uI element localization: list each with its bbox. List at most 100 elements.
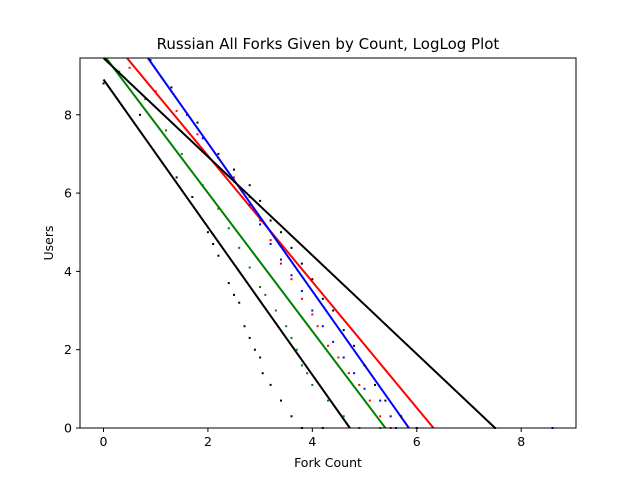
data-point — [175, 176, 178, 179]
data-point — [300, 364, 303, 367]
data-point — [280, 262, 282, 265]
data-point — [290, 246, 293, 249]
data-point — [259, 286, 262, 288]
data-point — [227, 282, 230, 285]
data-point — [248, 336, 251, 339]
data-point — [353, 344, 356, 347]
x-tick-label: 6 — [413, 434, 421, 449]
y-tick-label: 4 — [64, 264, 72, 279]
data-point — [264, 293, 267, 296]
plot-frame — [79, 57, 577, 429]
data-point — [300, 262, 303, 265]
data-point — [300, 290, 303, 292]
data-point — [347, 372, 350, 375]
chart-title: Russian All Forks Given by Count, LogLog… — [157, 35, 500, 53]
data-point — [274, 309, 277, 312]
data-point — [227, 227, 230, 230]
fit-line — [105, 57, 387, 429]
data-point — [269, 239, 272, 242]
data-point — [379, 399, 382, 402]
data-point — [290, 415, 293, 418]
data-point — [342, 329, 345, 332]
data-point — [128, 66, 131, 69]
data-point — [321, 297, 324, 300]
data-point — [196, 121, 199, 124]
data-point — [353, 372, 356, 375]
data-point — [248, 184, 251, 187]
data-point — [238, 246, 241, 249]
data-point — [295, 348, 298, 351]
data-point — [290, 278, 293, 281]
data-point — [342, 415, 345, 418]
data-point — [363, 364, 366, 367]
data-point — [290, 274, 293, 277]
data-point — [196, 133, 199, 136]
data-point — [280, 231, 282, 234]
data-point — [180, 152, 183, 155]
data-point — [327, 344, 329, 347]
data-point — [311, 383, 314, 386]
data-point — [144, 98, 147, 101]
data-point — [259, 356, 262, 359]
data-point — [332, 309, 335, 312]
y-tick-label: 0 — [64, 421, 72, 436]
data-point — [384, 399, 387, 402]
data-point — [259, 199, 262, 202]
data-point — [201, 137, 204, 140]
fit-line — [102, 78, 351, 429]
data-point — [280, 258, 282, 261]
series-1 — [105, 57, 387, 429]
y-tick-label: 6 — [64, 186, 72, 201]
data-point — [233, 293, 235, 296]
data-point — [217, 152, 220, 155]
data-point — [165, 129, 168, 132]
data-point — [389, 415, 392, 418]
data-point — [261, 372, 264, 375]
data-point — [332, 340, 335, 343]
data-point — [217, 207, 220, 210]
y-axis-label: Users — [41, 225, 56, 260]
data-point — [327, 399, 329, 402]
data-point — [253, 348, 256, 351]
data-point — [269, 219, 272, 222]
x-tick-label: 2 — [204, 434, 212, 449]
data-point — [175, 109, 178, 112]
data-point — [290, 336, 293, 339]
data-point — [400, 415, 403, 418]
fit-line — [102, 57, 496, 429]
ticks-layer: 0 2 4 6 8 0 2 4 6 8 — [64, 107, 525, 449]
data-point — [233, 168, 235, 171]
data-point — [321, 325, 324, 328]
data-point — [259, 219, 262, 222]
x-axis-label: Fork Count — [294, 455, 362, 470]
data-point — [191, 196, 194, 198]
data-point — [374, 383, 376, 386]
data-point — [368, 399, 371, 402]
data-point — [316, 325, 319, 328]
y-tick-label: 2 — [64, 342, 72, 357]
data-point — [269, 383, 272, 386]
data-point — [248, 203, 251, 206]
x-tick-label: 4 — [308, 434, 316, 449]
data-point — [306, 372, 309, 375]
data-point — [342, 356, 345, 359]
data-point — [139, 113, 141, 116]
data-point — [243, 325, 246, 328]
data-point — [285, 325, 288, 328]
x-tick-label: 8 — [517, 434, 525, 449]
data-point — [206, 231, 209, 234]
data-point — [259, 223, 262, 226]
y-tick-label: 8 — [64, 107, 72, 122]
data-point — [311, 313, 314, 316]
data-point — [233, 176, 235, 179]
data-point — [311, 278, 314, 281]
fit-line — [126, 57, 435, 429]
data-point — [217, 254, 220, 257]
data-point — [280, 399, 282, 402]
x-tick-label: 0 — [100, 434, 108, 449]
data-point — [358, 383, 361, 386]
data-point — [102, 82, 105, 85]
data-point — [248, 266, 251, 269]
